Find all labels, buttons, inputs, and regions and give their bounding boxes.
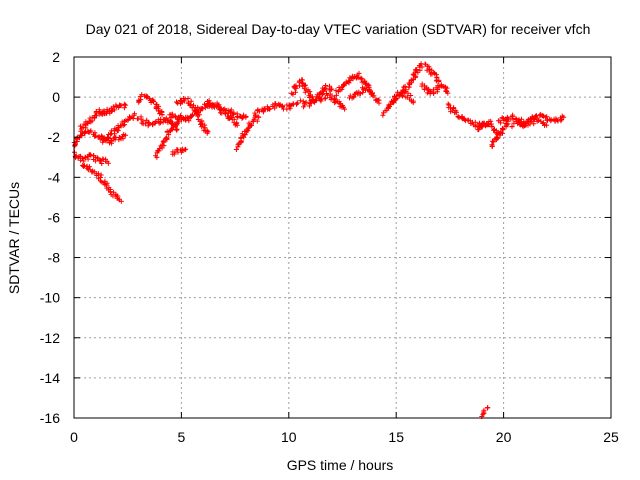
chart-title: Day 021 of 2018, Sidereal Day-to-day VTE… [86,21,591,37]
series-arc18 [333,70,382,106]
y-tick-label: -16 [40,410,60,426]
x-tick-label: 5 [178,429,186,445]
series-arc23 [419,81,442,97]
y-tick-label: -14 [40,370,60,386]
series-arc25 [475,120,502,136]
y-tick-label: -10 [40,290,60,306]
data-marker-arc17 [298,90,348,112]
series-arc21 [389,88,416,106]
series-arc17 [298,90,348,112]
series-arc22 [406,61,451,96]
data-marker-arc22 [406,61,451,96]
y-tick-label: -4 [48,169,61,185]
data-marker-outlier [479,405,491,419]
series-arc9 [153,113,184,160]
data-marker-arc28 [509,115,550,130]
x-tick-label: 15 [388,429,404,445]
data-marker-arc23 [419,81,442,97]
series-arc3 [80,162,124,204]
y-tick-label: -6 [48,209,61,225]
data-marker-arc18 [333,70,382,106]
y-tick-label: -8 [48,250,61,266]
data-marker-arc25 [475,120,502,136]
data-marker-arc21 [389,88,416,106]
x-tick-label: 0 [70,429,78,445]
data-marker-arc8 [134,111,189,129]
data-points [71,61,567,419]
data-marker-arc26 [489,118,511,149]
y-tick-label: 2 [52,49,60,65]
data-marker-arc6 [100,111,137,145]
series-arc26 [489,118,511,149]
data-marker-arc13 [205,98,249,121]
data-marker-arc19 [347,85,373,101]
data-marker-arc3 [80,162,124,204]
data-marker-arc5 [97,101,129,117]
data-marker-arc10 [170,146,189,157]
series-arc13 [205,98,249,121]
x-tick-label: 10 [281,429,297,445]
series-outlier [479,405,491,419]
axis-ticks [73,56,612,419]
x-tick-label: 20 [496,429,512,445]
series-arc10 [170,146,189,157]
y-tick-label: 0 [52,89,60,105]
series-arc6 [100,111,137,145]
y-axis-title: SDTVAR / TECUs [6,182,22,294]
series-arc5 [97,101,129,117]
data-marker-arc15 [252,100,300,119]
series-arc15 [252,100,300,119]
x-tick-label: 25 [603,429,619,445]
y-tick-label: -12 [40,330,60,346]
y-tick-label: -2 [48,129,61,145]
data-marker-arc9 [153,113,184,160]
series-arc28 [509,115,550,130]
x-axis-title: GPS time / hours [287,457,394,473]
series-arc19 [347,85,373,101]
series-arc8 [134,111,189,129]
plot-frame [73,56,612,419]
